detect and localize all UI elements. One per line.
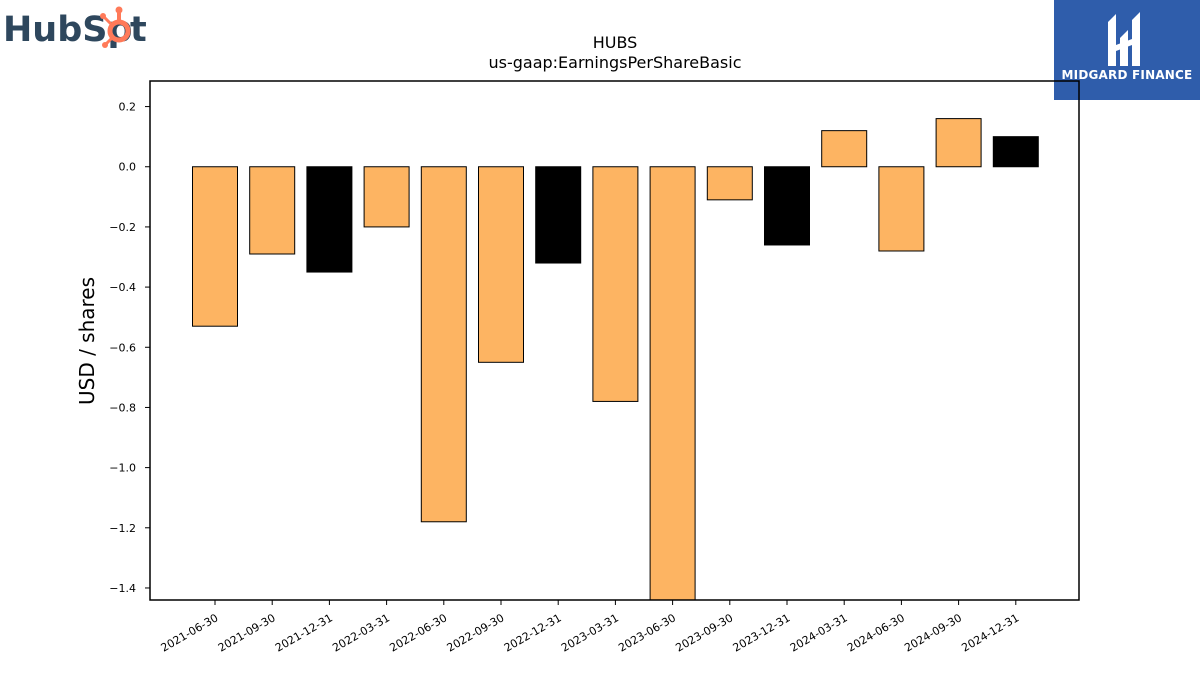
x-tick-label: 2021-09-30	[216, 611, 278, 654]
x-tick-label: 2023-03-31	[559, 611, 621, 654]
midgard-mark-icon	[1108, 12, 1140, 66]
bar-2024-06-30	[878, 166, 925, 252]
bar-2021-12-31	[306, 166, 353, 273]
y-tick-label: 0.0	[119, 161, 137, 174]
y-tick-label: −1.2	[109, 522, 136, 535]
plot-frame	[149, 80, 1080, 601]
y-tick-label: −0.2	[109, 221, 136, 234]
chart-subtitle: us-gaap:EarningsPerShareBasic	[488, 53, 741, 72]
hubspot-logo-text-end: t	[130, 10, 147, 50]
x-tick-label: 2022-12-31	[502, 611, 564, 654]
x-tick-label: 2022-06-30	[387, 611, 449, 654]
y-tick-label: 0.2	[119, 101, 137, 114]
bar-2022-12-31	[535, 166, 582, 264]
bar-2024-03-31	[821, 130, 868, 168]
y-tick-label: −1.4	[109, 582, 136, 595]
x-tick-label: 2023-12-31	[731, 611, 793, 654]
bar-2024-09-30	[935, 118, 982, 168]
x-tick-label: 2023-09-30	[673, 611, 735, 654]
y-tick-label: −0.6	[109, 341, 136, 354]
x-tick-label: 2022-09-30	[445, 611, 507, 654]
bar-2023-09-30	[706, 166, 753, 201]
bar-2021-06-30	[192, 166, 238, 327]
bar-2023-03-31	[592, 166, 639, 402]
midgard-finance-name: MIDGARD FINANCE	[1061, 68, 1193, 82]
y-tick-label: −0.8	[109, 401, 136, 414]
y-tick-label: −0.4	[109, 281, 136, 294]
bars-group	[192, 118, 1039, 601]
bar-2024-12-31	[992, 136, 1039, 168]
bar-2023-12-31	[764, 166, 810, 246]
x-tick-label: 2024-03-31	[788, 611, 850, 654]
chart-title: HUBS	[593, 33, 638, 52]
x-tick-label: 2024-09-30	[902, 611, 964, 654]
x-tick-label: 2022-03-31	[330, 611, 392, 654]
x-tick-label: 2023-06-30	[616, 611, 678, 654]
bar-2023-06-30	[649, 166, 696, 601]
bar-2022-06-30	[420, 166, 467, 523]
y-tick-label: −1.0	[109, 462, 136, 475]
x-tick-label: 2024-12-31	[959, 611, 1021, 654]
x-axis-ticks: 2021-06-302021-09-302021-12-312022-03-31…	[159, 600, 1021, 655]
x-tick-label: 2021-06-30	[159, 611, 221, 654]
bar-2022-03-31	[363, 166, 410, 228]
y-axis-label: USD / shares	[75, 277, 99, 405]
hubspot-logo: HubSp t	[3, 6, 147, 50]
bar-2022-09-30	[478, 166, 524, 363]
x-tick-label: 2021-12-31	[273, 611, 335, 654]
bar-2021-09-30	[249, 166, 296, 255]
hubspot-sprocket-icon	[100, 6, 131, 48]
y-axis-ticks: 0.2 0.0 −0.2 −0.4 −0.6 −0.8 −1.0 −1.2 −1.4	[109, 101, 150, 595]
x-tick-label: 2024-06-30	[845, 611, 907, 654]
